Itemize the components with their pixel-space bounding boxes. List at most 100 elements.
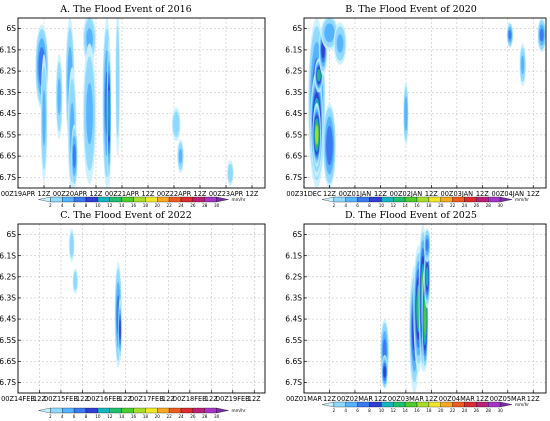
colorbar-swatch xyxy=(404,401,418,408)
rain-cell xyxy=(71,124,78,188)
rain-contour xyxy=(178,148,183,164)
x-tick-label: 12Z xyxy=(90,190,103,198)
colorbar-tick-label: 10 xyxy=(95,414,101,419)
y-tick-label: 6.2S xyxy=(285,67,302,76)
colorbar-swatch xyxy=(488,401,501,408)
y-tick-label: 6.7S xyxy=(0,378,16,387)
colorbar-tick-label: 12 xyxy=(107,414,113,419)
colorbar-swatch xyxy=(488,196,501,203)
panel-title: D. The Flood Event of 2025 xyxy=(345,210,477,221)
colorbar-swatch xyxy=(357,196,370,203)
rain-cell xyxy=(423,245,431,309)
colorbar-tick-label: 28 xyxy=(486,203,492,208)
rain-field xyxy=(308,18,546,188)
rain-contour xyxy=(70,236,74,254)
colorbar-tick-label: 8 xyxy=(368,203,371,208)
x-tick-label: 12Z xyxy=(248,395,261,403)
colorbar-swatch xyxy=(381,401,394,408)
rain-contour xyxy=(72,144,76,169)
y-tick-label: 6.3S xyxy=(0,294,16,303)
rain-contour xyxy=(521,55,525,75)
y-tick-label: 6.1S xyxy=(0,45,16,54)
colorbar-swatch xyxy=(369,196,382,203)
x-tick-label: 00Z23APR xyxy=(209,190,244,198)
rain-contour xyxy=(73,274,77,288)
x-tick-label: 00Z01MAR xyxy=(286,395,322,403)
x-tick-label: 12Z xyxy=(374,395,387,403)
colorbar-swatch xyxy=(121,407,134,414)
y-tick-label: 6S xyxy=(292,24,302,33)
colorbar-swatch xyxy=(357,401,370,408)
colorbar-tick-label: 4 xyxy=(344,408,347,413)
colorbar-tick-label: 24 xyxy=(178,414,184,419)
colorbar-swatch xyxy=(133,196,146,203)
rain-field xyxy=(69,228,122,368)
colorbar-tick-label: 26 xyxy=(474,203,480,208)
rain-cell xyxy=(40,54,48,182)
y-tick-label: 6.3S xyxy=(285,88,302,97)
y-tick-label: 6.6S xyxy=(0,357,16,366)
x-tick-label: 00Z22APR xyxy=(157,190,192,198)
colorbar-swatch xyxy=(109,196,122,203)
x-tick-label: 00Z04JAN xyxy=(492,190,525,198)
rain-cell xyxy=(177,139,184,174)
colorbar-tick-label: 6 xyxy=(73,414,76,419)
x-tick-label: 12Z xyxy=(425,395,438,403)
panel-title: A. The Flood Event of 2016 xyxy=(59,4,191,15)
colorbar-swatch xyxy=(404,196,418,203)
colorbar-tick-label: 18 xyxy=(426,203,432,208)
colorbar-tick-label: 2 xyxy=(49,203,52,208)
y-tick-label: 6.5S xyxy=(0,130,16,139)
colorbar-swatch xyxy=(416,196,430,203)
rain-cell xyxy=(403,81,409,146)
colorbar-tick-label: 16 xyxy=(414,203,420,208)
colorbar-tick-label: 6 xyxy=(356,408,359,413)
y-tick-label: 6.7S xyxy=(285,378,302,387)
colorbar-swatch xyxy=(452,401,465,408)
x-tick-label: 00Z17FEB xyxy=(130,395,164,403)
colorbar-tick-label: 18 xyxy=(143,203,149,208)
colorbar-swatch xyxy=(381,196,394,203)
colorbar-tick-label: 26 xyxy=(190,414,196,419)
x-tick-label: 00Z02MAR xyxy=(337,395,373,403)
colorbar-swatch xyxy=(452,196,465,203)
rain-cell xyxy=(537,18,546,52)
colorbar-swatch xyxy=(168,407,182,414)
colorbar-swatch xyxy=(97,407,110,414)
x-tick-label: 00Z19FEB xyxy=(216,395,250,403)
colorbar-swatch xyxy=(157,407,170,414)
y-tick-label: 6S xyxy=(6,24,16,33)
rain-cell xyxy=(381,354,388,389)
colorbar-swatch xyxy=(345,196,358,203)
rain-contour xyxy=(326,130,333,161)
colorbar-swatch xyxy=(192,407,205,414)
colorbar-tick-label: 24 xyxy=(462,408,468,413)
y-tick-label: 6.1S xyxy=(285,45,302,54)
colorbar-swatch xyxy=(50,407,63,414)
x-tick-label: 00Z15FEB xyxy=(44,395,78,403)
colorbar-swatch xyxy=(464,196,477,203)
rain-contour xyxy=(57,78,61,116)
rain-cell xyxy=(106,39,112,188)
y-tick-label: 6.3S xyxy=(285,294,302,303)
colorbar-swatch xyxy=(440,196,453,203)
y-tick-label: 6.5S xyxy=(0,336,16,345)
x-tick-label: 00Z14FEB xyxy=(1,395,35,403)
colorbar-swatch xyxy=(428,196,441,203)
colorbar-swatch xyxy=(476,196,489,203)
x-tick-label: 12Z xyxy=(33,395,46,403)
colorbar-tick-label: 28 xyxy=(202,203,208,208)
colorbar-tick-label: 6 xyxy=(73,203,76,208)
x-tick-label: 12Z xyxy=(142,190,155,198)
x-tick-label: 00Z02JAN xyxy=(390,190,423,198)
rain-contour xyxy=(336,34,344,53)
rain-contour xyxy=(86,28,93,51)
colorbar-swatch xyxy=(145,407,158,414)
colorbar-tick-label: 16 xyxy=(131,414,137,419)
rain-contour xyxy=(317,70,321,81)
colorbar-swatch xyxy=(97,196,110,203)
colorbar-swatch xyxy=(192,196,205,203)
rain-cell xyxy=(314,58,324,93)
colorbar-tick-label: 8 xyxy=(85,414,88,419)
